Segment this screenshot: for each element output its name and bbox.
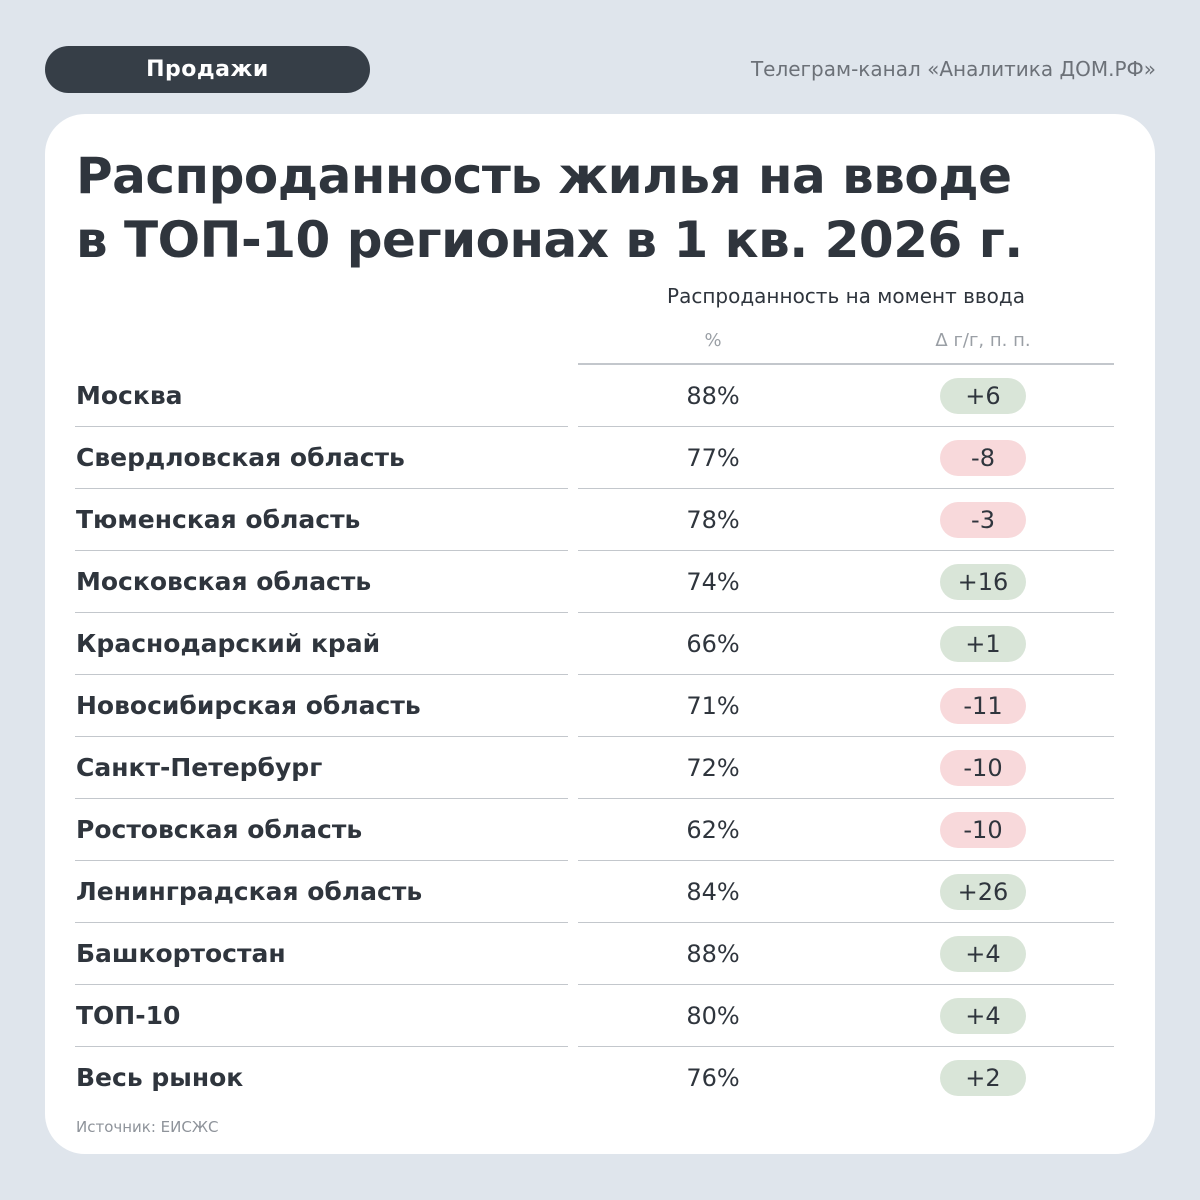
percent-value: 84% — [686, 878, 740, 906]
section-tag: Продажи — [45, 46, 370, 93]
delta-badge: -10 — [940, 750, 1026, 786]
table-body: Москва 88% +6 Свердловская область 77% -8 Тюме… — [45, 365, 1155, 1109]
percent-value: 72% — [686, 754, 740, 782]
row-divider — [578, 487, 1114, 489]
percent-value: 78% — [686, 506, 740, 534]
row-divider — [75, 425, 568, 427]
table-row: Ростовская область 62% -10 — [45, 799, 1155, 861]
table-row: Башкортостан 88% +4 — [45, 923, 1155, 985]
table-row: Новосибирская область 71% -11 — [45, 675, 1155, 737]
row-divider — [75, 921, 568, 923]
table-row: Ленинградская область 84% +26 — [45, 861, 1155, 923]
column-header-delta: Δ г/г, п. п. — [935, 330, 1031, 351]
column-group-header: Распроданность на момент ввода — [667, 284, 1025, 308]
page-title: Распроданность жилья на вводе в ТОП-10 р… — [76, 144, 1116, 272]
percent-value: 74% — [686, 568, 740, 596]
table-row: Свердловская область 77% -8 — [45, 427, 1155, 489]
row-divider — [578, 611, 1114, 613]
row-divider — [578, 673, 1114, 675]
percent-value: 77% — [686, 444, 740, 472]
region-name: Свердловская область — [76, 443, 405, 472]
region-name: Санкт-Петербург — [76, 753, 323, 782]
row-divider — [578, 1045, 1114, 1047]
row-divider — [578, 797, 1114, 799]
title-line-1: Распроданность жилья на вводе — [76, 147, 1012, 205]
percent-value: 66% — [686, 630, 740, 658]
delta-badge: +6 — [940, 378, 1026, 414]
source-note: Источник: ЕИСЖС — [76, 1118, 219, 1136]
row-divider — [75, 673, 568, 675]
row-divider — [578, 921, 1114, 923]
region-name: Московская область — [76, 567, 372, 596]
channel-name: Телеграм-канал «Аналитика ДОМ.РФ» — [750, 57, 1156, 81]
table-row: Московская область 74% +16 — [45, 551, 1155, 613]
table-row: Краснодарский край 66% +1 — [45, 613, 1155, 675]
delta-badge: +1 — [940, 626, 1026, 662]
row-divider — [578, 549, 1114, 551]
row-divider — [75, 611, 568, 613]
row-divider — [578, 735, 1114, 737]
delta-badge: -8 — [940, 440, 1026, 476]
region-name: Башкортостан — [76, 939, 286, 968]
table-row: Санкт-Петербург 72% -10 — [45, 737, 1155, 799]
row-divider — [578, 859, 1114, 861]
region-name: Новосибирская область — [76, 691, 421, 720]
row-divider — [578, 425, 1114, 427]
region-name: Ростовская область — [76, 815, 363, 844]
row-divider — [75, 487, 568, 489]
percent-value: 88% — [686, 940, 740, 968]
row-divider — [75, 983, 568, 985]
region-name: Весь рынок — [76, 1063, 244, 1092]
percent-value: 76% — [686, 1064, 740, 1092]
region-name: Тюменская область — [76, 505, 361, 534]
delta-badge: -11 — [940, 688, 1026, 724]
table-row: ТОП-10 80% +4 — [45, 985, 1155, 1047]
percent-value: 62% — [686, 816, 740, 844]
delta-badge: +4 — [940, 998, 1026, 1034]
row-divider — [75, 859, 568, 861]
row-divider — [75, 735, 568, 737]
table-row: Москва 88% +6 — [45, 365, 1155, 427]
delta-badge: +26 — [940, 874, 1026, 910]
delta-badge: +16 — [940, 564, 1026, 600]
delta-badge: +4 — [940, 936, 1026, 972]
delta-badge: +2 — [940, 1060, 1026, 1096]
table-row: Весь рынок 76% +2 — [45, 1047, 1155, 1109]
row-divider — [578, 983, 1114, 985]
percent-value: 80% — [686, 1002, 740, 1030]
delta-badge: -3 — [940, 502, 1026, 538]
percent-value: 71% — [686, 692, 740, 720]
region-name: Краснодарский край — [76, 629, 381, 658]
row-divider — [75, 549, 568, 551]
content-card: Распроданность жилья на вводе в ТОП-10 р… — [45, 114, 1155, 1154]
row-divider — [75, 797, 568, 799]
region-name: Ленинградская область — [76, 877, 423, 906]
region-name: ТОП-10 — [76, 1001, 181, 1030]
title-line-2: в ТОП-10 регионах в 1 кв. 2026 г. — [76, 211, 1023, 269]
region-name: Москва — [76, 381, 183, 410]
header-divider — [578, 363, 1114, 365]
delta-badge: -10 — [940, 812, 1026, 848]
row-divider — [75, 1045, 568, 1047]
percent-value: 88% — [686, 382, 740, 410]
column-header-percent: % — [704, 330, 722, 351]
table-row: Тюменская область 78% -3 — [45, 489, 1155, 551]
